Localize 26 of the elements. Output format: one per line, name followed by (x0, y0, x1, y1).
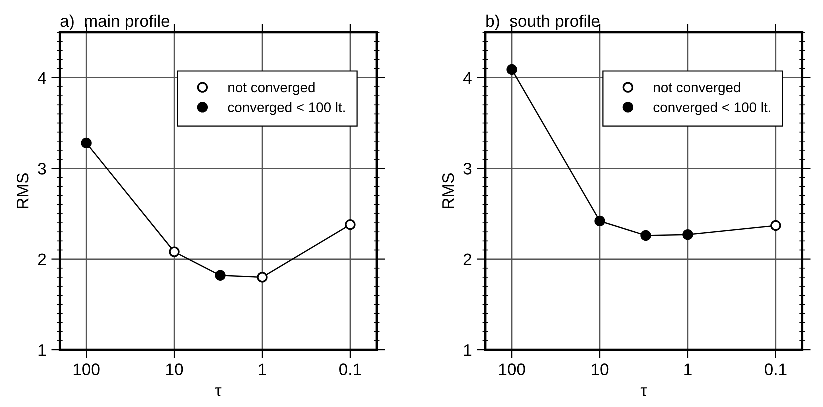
legend-label: not converged (654, 82, 740, 96)
x-tick-label: 0.1 (765, 364, 787, 376)
x-tick-label: 100 (499, 364, 526, 376)
y-tick-label: 4 (38, 72, 46, 84)
chart-title: a) main profile (60, 14, 170, 30)
legend-label: not converged (228, 82, 315, 96)
x-tick-label: 1 (684, 364, 692, 376)
y-axis-title: RMS (442, 174, 454, 208)
y-tick-label: 1 (38, 344, 46, 356)
y-tick-label: 1 (464, 344, 472, 356)
x-tick-label: 0.1 (340, 364, 362, 376)
x-tick-label: 10 (592, 364, 609, 376)
x-axis-title: τ (215, 388, 222, 397)
x-tick-label: 10 (166, 364, 184, 376)
chart-title: b) south profile (486, 14, 600, 30)
y-tick-label: 2 (38, 254, 46, 266)
y-tick-label: 4 (463, 72, 472, 84)
y-tick-label: 3 (38, 163, 46, 175)
y-axis-title: RMS (16, 174, 29, 208)
legend-label: converged < 100 lt. (654, 102, 770, 116)
x-tick-label: 100 (74, 364, 100, 376)
x-tick-label: 1 (259, 364, 266, 376)
y-tick-label: 2 (464, 254, 472, 266)
legend-label: converged < 100 lt. (228, 102, 345, 116)
y-tick-label: 3 (464, 163, 472, 175)
x-axis-title: τ (640, 388, 648, 397)
